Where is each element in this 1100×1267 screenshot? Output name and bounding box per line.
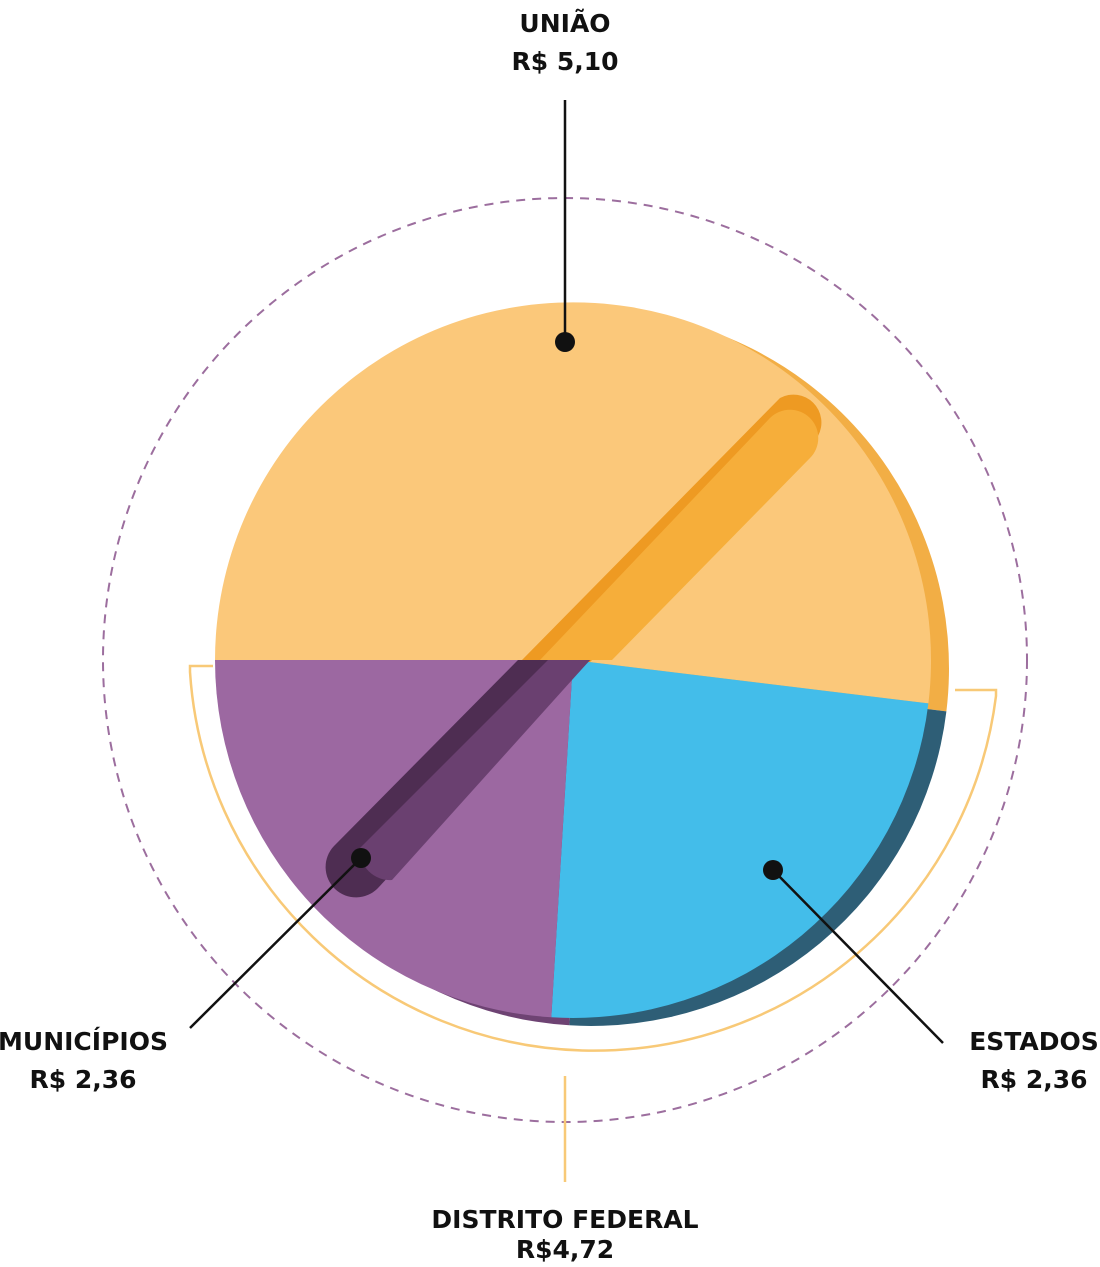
value-distrito-federal: R$4,72 (516, 1235, 614, 1264)
label-distrito-federal: DISTRITO FEDERAL (431, 1205, 698, 1234)
value-estados: R$ 2,36 (980, 1065, 1087, 1094)
slice-uniao (215, 302, 931, 704)
value-municipios: R$ 2,36 (29, 1065, 136, 1094)
pill-handle-upper (540, 409, 819, 660)
label-municipios: MUNICÍPIOS (0, 1027, 168, 1056)
leader-line-estados (772, 869, 944, 1044)
pill-handle-lower (359, 660, 590, 881)
value-uniao: R$ 5,10 (511, 47, 618, 76)
label-uniao: UNIÃO (519, 9, 610, 38)
label-estados: ESTADOS (969, 1027, 1099, 1056)
distrito-federal-bracket (188, 664, 998, 1052)
leader-line-municipios (189, 857, 362, 1029)
leader-dot-municipios (351, 848, 371, 868)
leader-dot-estados (763, 860, 783, 880)
slice-estados (551, 660, 929, 1018)
leader-dot-uniao (555, 332, 575, 352)
